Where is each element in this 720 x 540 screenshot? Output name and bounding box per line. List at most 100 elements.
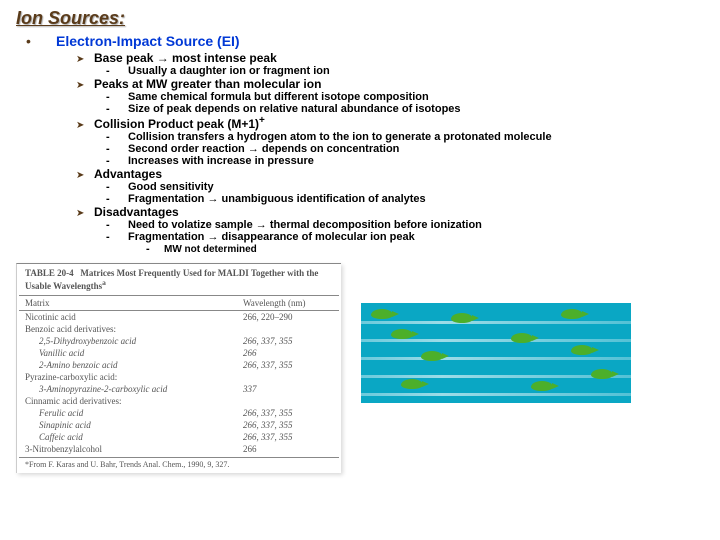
cell-wavelength: 266, 220–290 (243, 312, 333, 322)
sub-text: Usually a daughter ion or fragment ion (128, 65, 704, 77)
sec-title: Collision Product peak (M+1)+ (94, 115, 265, 131)
sub-item: -Usually a daughter ion or fragment ion (106, 65, 704, 77)
cell-matrix: Caffeic acid (25, 432, 243, 442)
dash-icon: - (106, 65, 128, 77)
sec-title: Advantages (94, 167, 162, 181)
sub-item: -Same chemical formula but different iso… (106, 91, 704, 103)
dash-icon: - (106, 181, 128, 193)
sub-text: Second order reaction → depends on conce… (128, 143, 704, 155)
dash-icon: - (146, 243, 164, 255)
cell-matrix: Vanillic acid (25, 348, 243, 358)
sub-text: Fragmentation → unambiguous identificati… (128, 193, 704, 205)
dash-icon: - (106, 143, 128, 155)
sub-text: Collision transfers a hydrogen atom to t… (128, 131, 704, 143)
sub-item: -Second order reaction → depends on conc… (106, 143, 704, 155)
cell-wavelength: 266, 337, 355 (243, 432, 333, 442)
table-header: Matrix Wavelength (nm) (19, 295, 339, 311)
sec-title: Disadvantages (94, 205, 179, 219)
table-row: 3-Nitrobenzylalcohol266 (19, 443, 339, 455)
table-row: Vanillic acid266 (19, 347, 339, 359)
cell-matrix: 3-Aminopyrazine-2-carboxylic acid (25, 384, 243, 394)
table-image: TABLE 20-4 Matrices Most Frequently Used… (16, 263, 341, 473)
table-row: Sinapinic acid266, 337, 355 (19, 419, 339, 431)
fish-icon (401, 379, 423, 389)
subsub-item: -MW not determined (146, 243, 704, 255)
cell-matrix: Cinnamic acid derivatives: (25, 396, 243, 406)
cell-wavelength (243, 372, 333, 382)
table-row: Nicotinic acid266, 220–290 (19, 311, 339, 323)
sub-item: -Collision transfers a hydrogen atom to … (106, 131, 704, 143)
fish-icon (591, 369, 613, 379)
sections: ➤Base peak → most intense peak-Usually a… (16, 51, 704, 255)
cell-wavelength: 266, 337, 355 (243, 360, 333, 370)
sec-title: Base peak → most intense peak (94, 51, 277, 65)
dash-icon: - (106, 103, 128, 115)
sec-header: ➤Advantages (76, 167, 704, 181)
table-row: 2,5-Dihydroxybenzoic acid266, 337, 355 (19, 335, 339, 347)
col-wavelength: Wavelength (nm) (243, 298, 333, 308)
sec-header: ➤Base peak → most intense peak (76, 51, 704, 65)
sub-item: -Size of peak depends on relative natura… (106, 103, 704, 115)
cell-wavelength: 266, 337, 355 (243, 408, 333, 418)
table-row: Ferulic acid266, 337, 355 (19, 407, 339, 419)
sea-scene (361, 303, 631, 403)
table-caption: TABLE 20-4 Matrices Most Frequently Used… (19, 268, 339, 295)
dash-icon: - (106, 231, 128, 243)
fish-icon (421, 351, 443, 361)
sec-header: ➤Peaks at MW greater than molecular ion (76, 77, 704, 91)
triangle-icon: ➤ (76, 54, 94, 65)
cell-matrix: Sinapinic acid (25, 420, 243, 430)
bullet: • (16, 33, 56, 49)
wave (361, 357, 631, 360)
dash-icon: - (106, 155, 128, 167)
subsub-text: MW not determined (164, 244, 704, 255)
sec-header: ➤Disadvantages (76, 205, 704, 219)
cell-matrix: 2,5-Dihydroxybenzoic acid (25, 336, 243, 346)
sub-text: Increases with increase in pressure (128, 155, 704, 167)
cell-matrix: Ferulic acid (25, 408, 243, 418)
triangle-icon: ➤ (76, 120, 94, 131)
sub-item: -Good sensitivity (106, 181, 704, 193)
table-row: Pyrazine-carboxylic acid: (19, 371, 339, 383)
dash-icon: - (106, 91, 128, 103)
sub-item: -Increases with increase in pressure (106, 155, 704, 167)
fish-icon (451, 313, 473, 323)
sub-text: Good sensitivity (128, 181, 704, 193)
triangle-icon: ➤ (76, 80, 94, 91)
col-matrix: Matrix (25, 298, 243, 308)
table-body: Nicotinic acid266, 220–290Benzoic acid d… (19, 311, 339, 455)
fish-icon (391, 329, 413, 339)
triangle-icon: ➤ (76, 170, 94, 181)
cell-matrix: 2-Amino benzoic acid (25, 360, 243, 370)
cell-matrix: Nicotinic acid (25, 312, 243, 322)
cell-wavelength: 266, 337, 355 (243, 420, 333, 430)
table-row: 2-Amino benzoic acid266, 337, 355 (19, 359, 339, 371)
lower-area: TABLE 20-4 Matrices Most Frequently Used… (16, 263, 704, 473)
fish-icon (511, 333, 533, 343)
sec-title: Peaks at MW greater than molecular ion (94, 77, 321, 91)
sub-text: Need to volatize sample → thermal decomp… (128, 219, 704, 231)
dash-icon: - (106, 219, 128, 231)
cell-wavelength: 266, 337, 355 (243, 336, 333, 346)
source-row: • Electron-Impact Source (EI) (16, 33, 704, 49)
fish-icon (561, 309, 583, 319)
sub-text: Same chemical formula but different isot… (128, 91, 704, 103)
cell-wavelength: 266 (243, 444, 333, 454)
table-row: Cinnamic acid derivatives: (19, 395, 339, 407)
cell-matrix: 3-Nitrobenzylalcohol (25, 444, 243, 454)
fish-icon (371, 309, 393, 319)
page-title: Ion Sources: (16, 8, 704, 29)
triangle-icon: ➤ (76, 208, 94, 219)
cell-matrix: Pyrazine-carboxylic acid: (25, 372, 243, 382)
fish-icon (571, 345, 593, 355)
sub-item: -Need to volatize sample → thermal decom… (106, 219, 704, 231)
dash-icon: - (106, 193, 128, 205)
sub-text: Fragmentation → disappearance of molecul… (128, 231, 704, 243)
wave (361, 393, 631, 396)
table-row: Caffeic acid266, 337, 355 (19, 431, 339, 443)
cell-wavelength (243, 396, 333, 406)
sec-header: ➤Collision Product peak (M+1)+ (76, 115, 704, 131)
table-row: 3-Aminopyrazine-2-carboxylic acid337 (19, 383, 339, 395)
cell-wavelength (243, 324, 333, 334)
fish-icon (531, 381, 553, 391)
